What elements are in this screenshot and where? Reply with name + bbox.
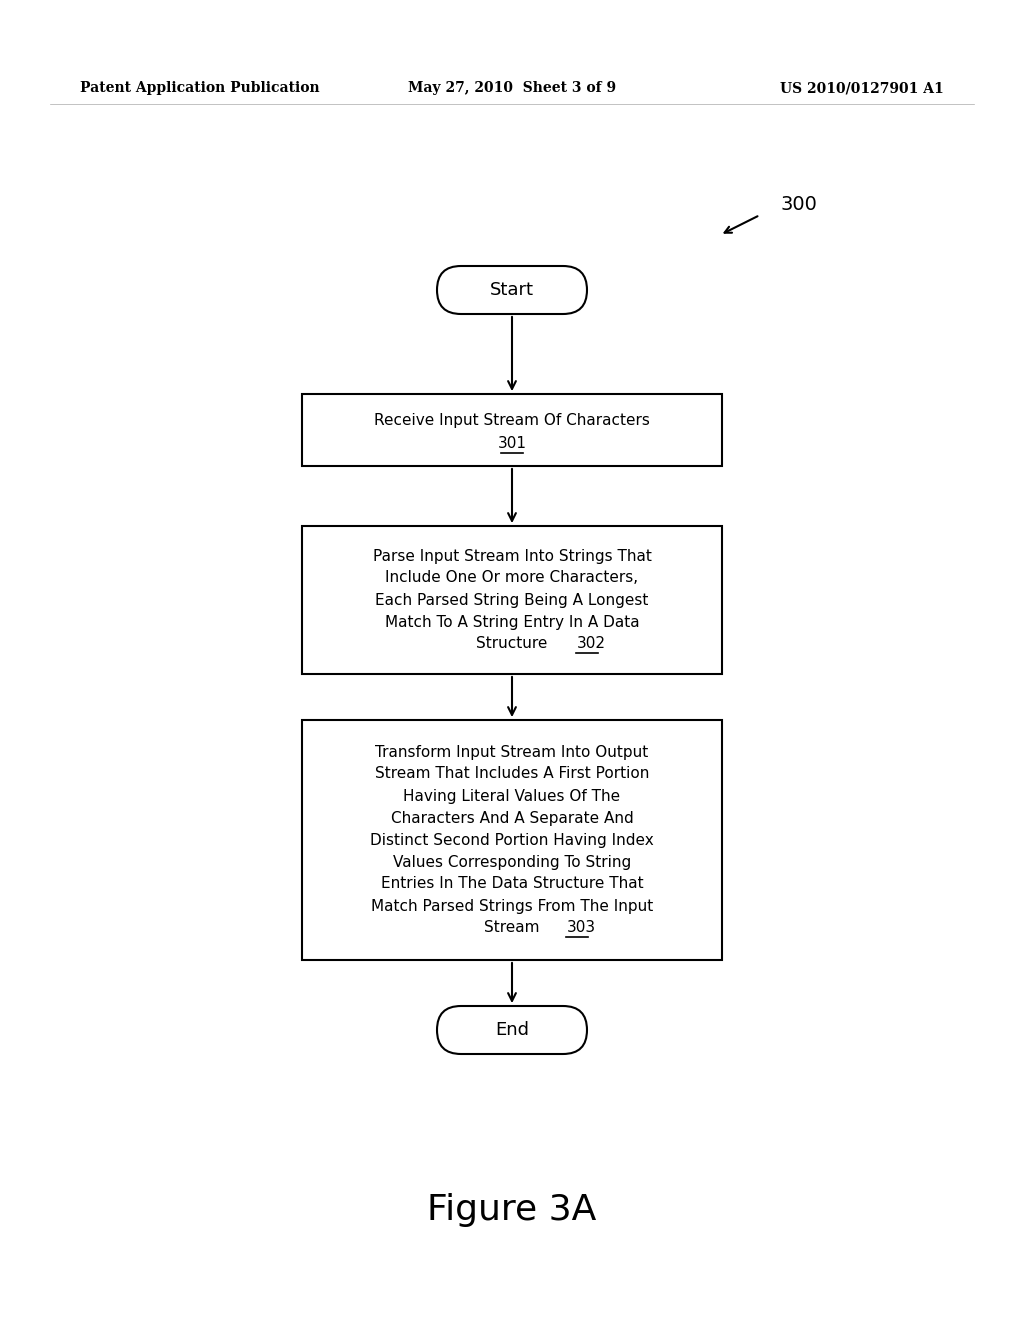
Text: Include One Or more Characters,: Include One Or more Characters,: [385, 570, 639, 586]
Text: 303: 303: [567, 920, 596, 936]
Text: Entries In The Data Structure That: Entries In The Data Structure That: [381, 876, 643, 891]
Bar: [302, 525, 722, 675]
Text: Receive Input Stream Of Characters: Receive Input Stream Of Characters: [374, 412, 650, 428]
Text: Each Parsed String Being A Longest: Each Parsed String Being A Longest: [376, 593, 648, 607]
FancyBboxPatch shape: [437, 1006, 587, 1053]
Text: 300: 300: [780, 195, 817, 214]
Text: Transform Input Stream Into Output: Transform Input Stream Into Output: [376, 744, 648, 759]
Text: Patent Application Publication: Patent Application Publication: [80, 81, 319, 95]
Text: Match Parsed Strings From The Input: Match Parsed Strings From The Input: [371, 899, 653, 913]
Text: Match To A String Entry In A Data: Match To A String Entry In A Data: [385, 615, 639, 630]
FancyBboxPatch shape: [437, 267, 587, 314]
Text: Characters And A Separate And: Characters And A Separate And: [390, 810, 634, 825]
Text: Distinct Second Portion Having Index: Distinct Second Portion Having Index: [370, 833, 654, 847]
Text: Figure 3A: Figure 3A: [427, 1193, 597, 1228]
Text: US 2010/0127901 A1: US 2010/0127901 A1: [780, 81, 944, 95]
Text: 302: 302: [577, 636, 606, 652]
Text: Having Literal Values Of The: Having Literal Values Of The: [403, 788, 621, 804]
Text: Parse Input Stream Into Strings That: Parse Input Stream Into Strings That: [373, 549, 651, 564]
Text: Structure: Structure: [476, 636, 548, 652]
Bar: [302, 719, 722, 960]
Text: Values Corresponding To String: Values Corresponding To String: [393, 854, 631, 870]
Text: Stream: Stream: [484, 920, 540, 936]
Text: May 27, 2010  Sheet 3 of 9: May 27, 2010 Sheet 3 of 9: [408, 81, 616, 95]
Text: End: End: [495, 1020, 529, 1039]
Text: Stream That Includes A First Portion: Stream That Includes A First Portion: [375, 767, 649, 781]
Bar: [302, 393, 722, 466]
Text: Start: Start: [490, 281, 534, 300]
Text: 301: 301: [498, 437, 526, 451]
